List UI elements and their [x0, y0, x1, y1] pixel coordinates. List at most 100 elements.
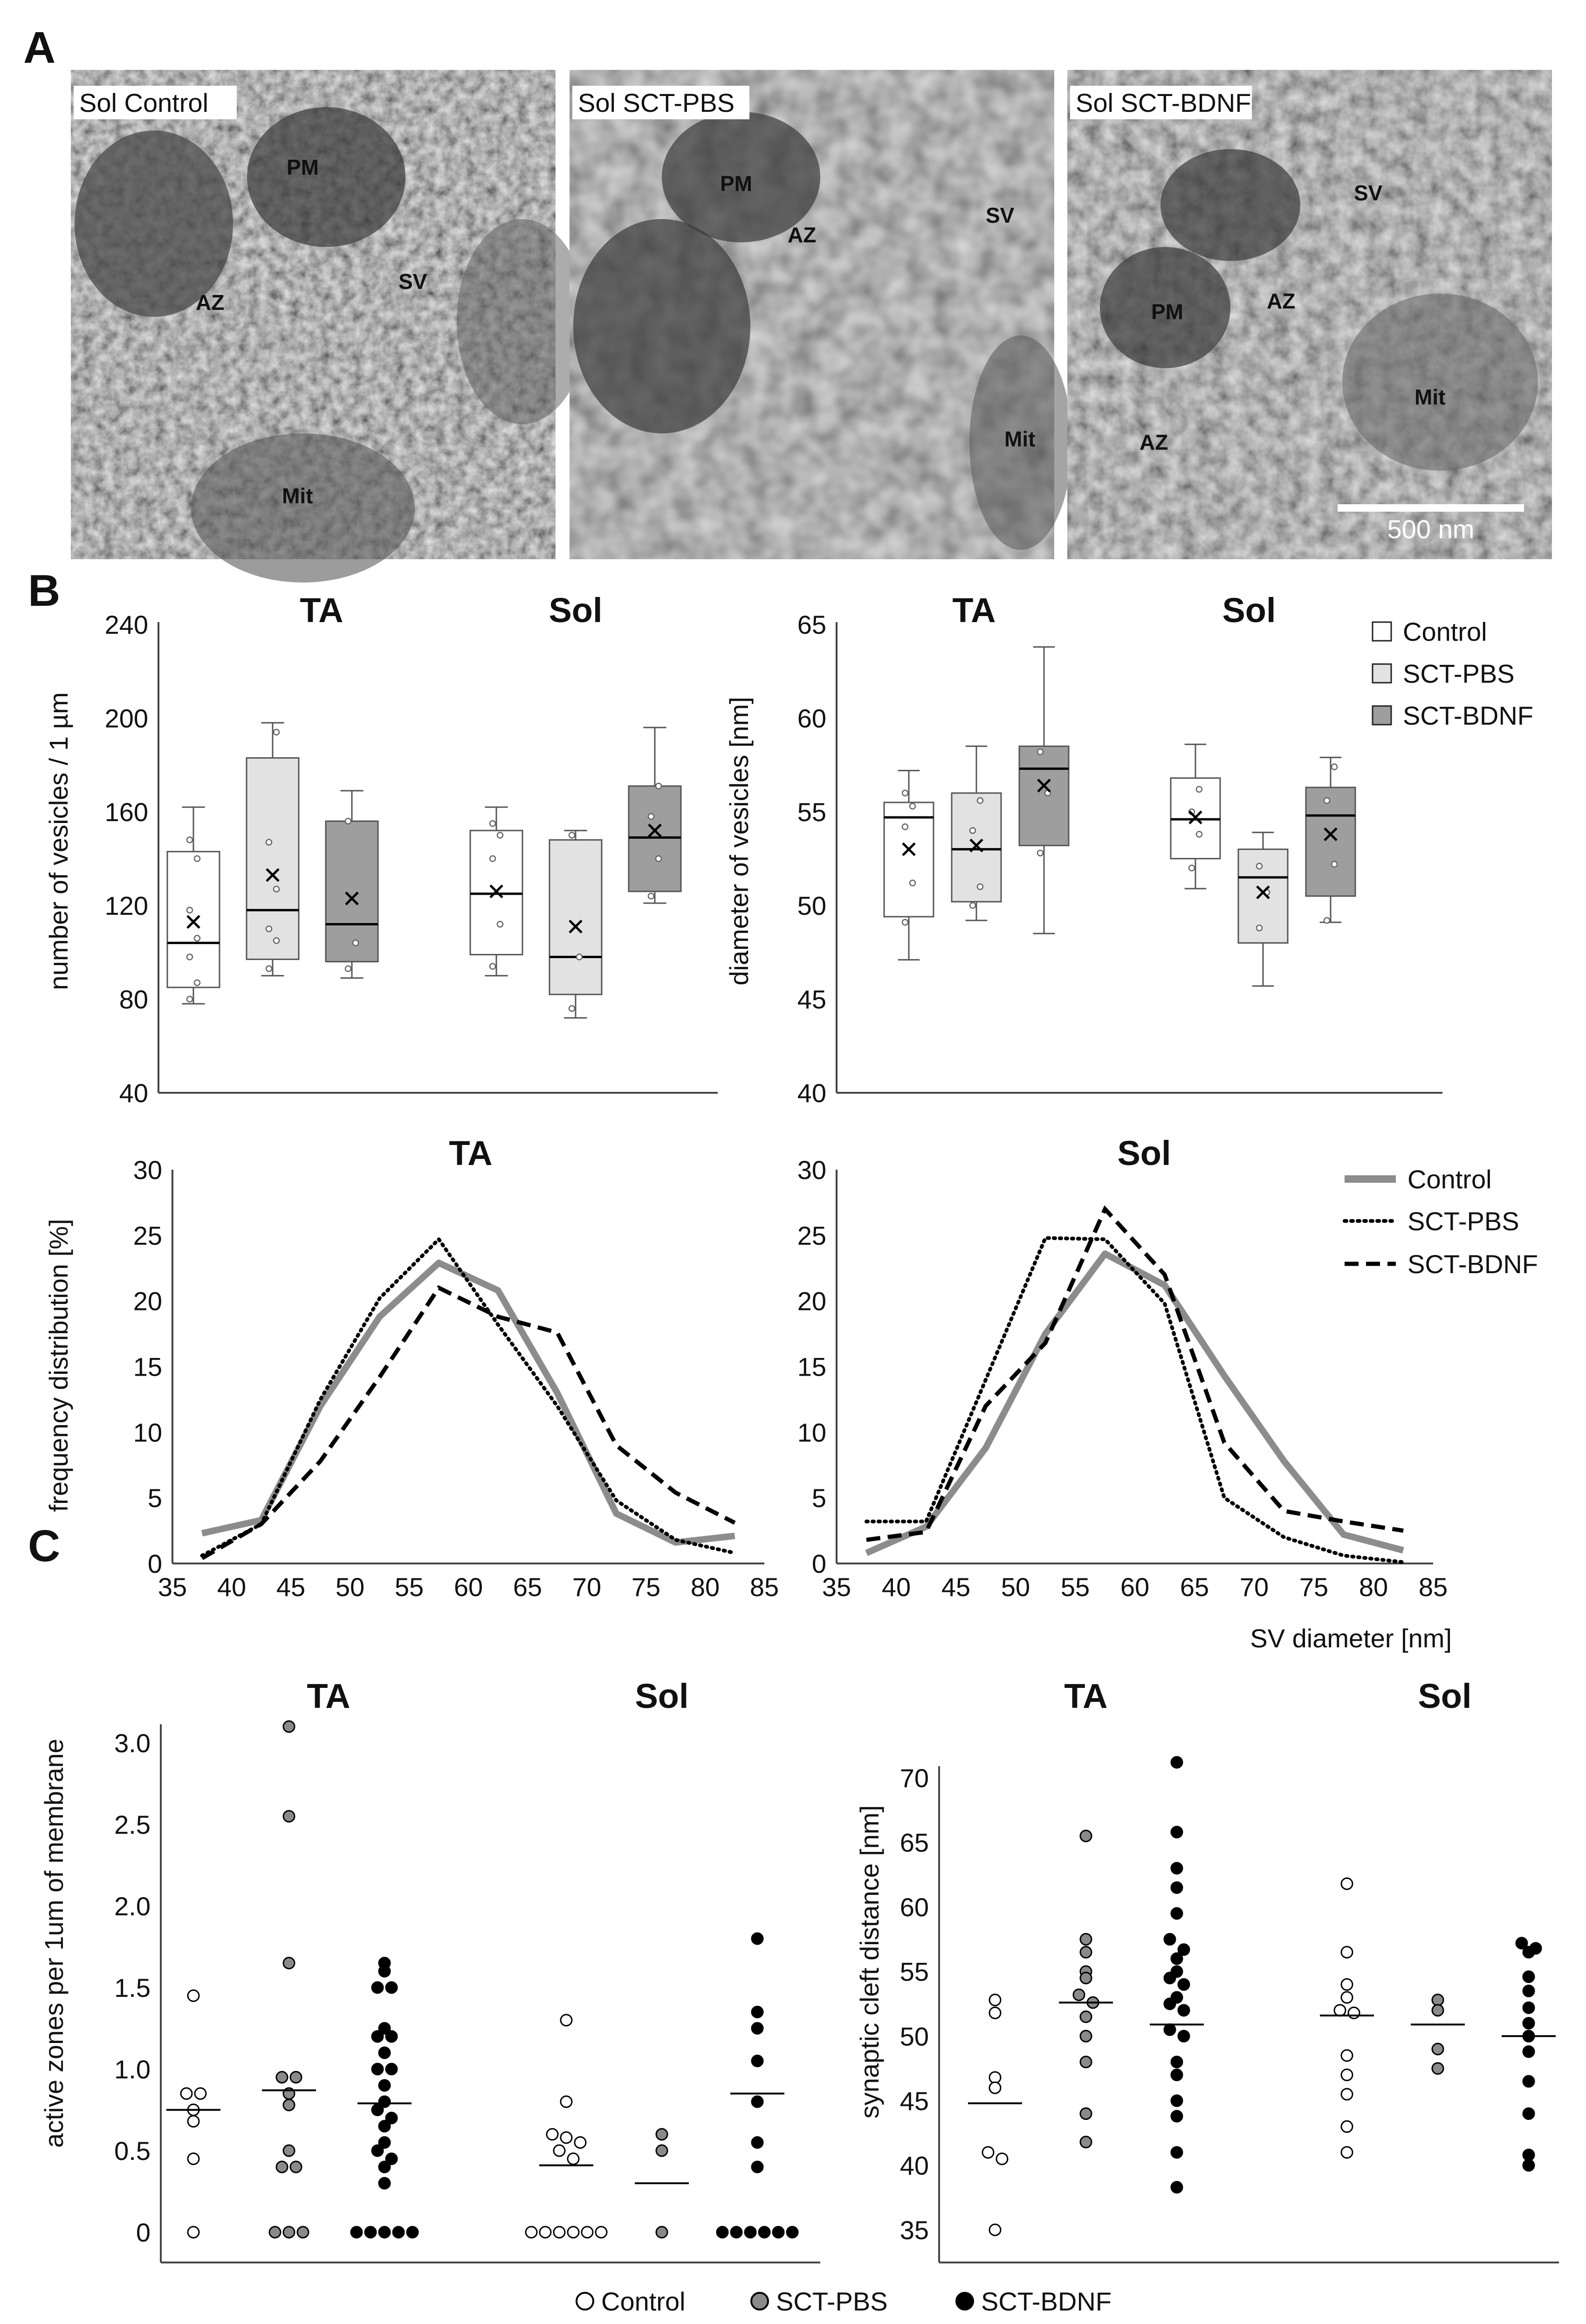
group-title-sol: Sol [1222, 591, 1276, 630]
y-axis-label: number of vesicles / 1 µm [44, 692, 73, 990]
data-point [647, 892, 655, 900]
dots-ta-control [968, 1994, 1022, 2236]
data-point [385, 2153, 398, 2165]
data-point [193, 979, 201, 987]
micrograph-label-box [572, 86, 749, 119]
data-point [378, 2160, 391, 2173]
data-point [378, 2046, 391, 2059]
data-point [371, 2144, 384, 2157]
data-point [1195, 830, 1203, 838]
data-point [187, 2153, 200, 2165]
data-point [595, 2226, 608, 2239]
data-point [378, 1965, 391, 1978]
y-ticks: 40 80 120 160 200 240 [105, 610, 148, 1108]
y-tick-label: 30 [797, 1155, 826, 1185]
data-point [385, 2111, 398, 2125]
data-point [989, 2006, 1002, 2019]
mean-marker [1188, 810, 1202, 824]
box-iqr [1305, 787, 1356, 897]
y-tick-label: 45 [900, 2086, 929, 2116]
data-point [1340, 2049, 1353, 2062]
box-iqr [951, 792, 1002, 903]
box-ta-control [883, 770, 934, 961]
micrograph-sol-sct-pbs: Sol SCT-PBS PM AZ SV Mit [570, 70, 1072, 559]
mitochondrion-shape [969, 336, 1072, 550]
y-tick-label: 35 [900, 2215, 929, 2245]
x-tick-label: 55 [395, 1572, 424, 1602]
y-tick-label: 0.5 [114, 2136, 151, 2166]
dots [968, 1756, 1556, 2236]
box-iqr [883, 802, 934, 918]
presynaptic-membrane-shape [1160, 149, 1300, 261]
y-tick-label: 160 [105, 797, 148, 827]
em-tag-pm: PM [1151, 300, 1183, 324]
y-tick-label: 1.0 [114, 2055, 151, 2084]
y-tick-label: 200 [105, 704, 148, 733]
data-point [385, 2063, 398, 2076]
y-tick-label: 120 [105, 891, 148, 920]
data-point [265, 839, 273, 846]
dots-sol-sct-bdnf [716, 1932, 799, 2239]
box-sol-sct-pbs [1237, 831, 1289, 987]
x-tick-label: 80 [1359, 1572, 1388, 1602]
mean-marker [1324, 827, 1338, 842]
box-plot-vesicle-diameter: diameter of vesicles [nm] TA Sol 40 45 50 5… [724, 591, 1442, 1108]
y-tick-label: 40 [797, 1078, 826, 1108]
data-point [496, 832, 504, 839]
data-point [909, 879, 916, 887]
legend-label-control: Control [1403, 617, 1487, 646]
x-tick-label: 40 [882, 1572, 911, 1602]
data-point [758, 2226, 771, 2239]
data-point [568, 832, 576, 839]
y-axis-label: active zones per 1um of membrane [39, 1739, 69, 2148]
data-point [275, 2071, 288, 2084]
data-point [282, 2226, 295, 2239]
box-iqr [549, 839, 603, 995]
mean-marker [266, 868, 280, 882]
series-sct-bdnf [201, 1285, 736, 1560]
data-point [1340, 1991, 1353, 2004]
legend-dot-plots: Control SCT-PBS SCT-BDNF [576, 2287, 1112, 2316]
series-control [865, 1250, 1404, 1556]
y-tick-label: 15 [133, 1352, 162, 1382]
data-point [289, 2160, 302, 2173]
x-tick-label: 55 [1061, 1572, 1090, 1602]
data-point [1522, 2075, 1535, 2088]
data-point [1170, 2056, 1183, 2069]
data-point [186, 953, 193, 960]
y-ticks: 35 40 45 50 55 60 65 70 [900, 1763, 929, 2245]
data-point [265, 965, 273, 972]
data-point [772, 2226, 785, 2239]
x-tick-label: 45 [276, 1572, 305, 1602]
mean-marker [902, 842, 916, 857]
data-point [282, 2098, 295, 2111]
em-tag-az: AZ [196, 290, 224, 315]
box-ta-sct-bdnf [1018, 646, 1070, 934]
y-tick-label: 10 [797, 1418, 826, 1447]
mean-marker [345, 891, 359, 905]
data-point [371, 2104, 384, 2116]
y-ticks: 0 0.5 1.0 1.5 2.0 2.5 3.0 [114, 1728, 151, 2247]
dots-ta-sct-bdnf [350, 1957, 419, 2239]
y-tick-label: 55 [797, 797, 826, 827]
presynaptic-membrane-shape [1100, 247, 1230, 368]
presynaptic-membrane-shape [247, 107, 405, 247]
x-tick-label: 65 [513, 1572, 542, 1602]
legend-swatch-sct-pbs [1372, 663, 1392, 684]
data-point [744, 2226, 757, 2239]
legend-swatch-control [1372, 621, 1392, 642]
y-tick-label: 2.0 [114, 1892, 151, 1921]
data-point [1522, 2159, 1535, 2172]
mitochondrion-shape [191, 433, 415, 583]
legend-swatch-sct-bdnf [1372, 705, 1392, 726]
data-point [1431, 1994, 1444, 2007]
data-point [193, 935, 201, 942]
data-point [1333, 2004, 1346, 2017]
data-point [567, 2226, 580, 2239]
y-tick-label: 20 [797, 1287, 826, 1316]
data-point [581, 2226, 594, 2239]
data-point [1079, 2136, 1092, 2149]
data-point [969, 902, 976, 909]
data-point [1340, 1978, 1353, 1991]
